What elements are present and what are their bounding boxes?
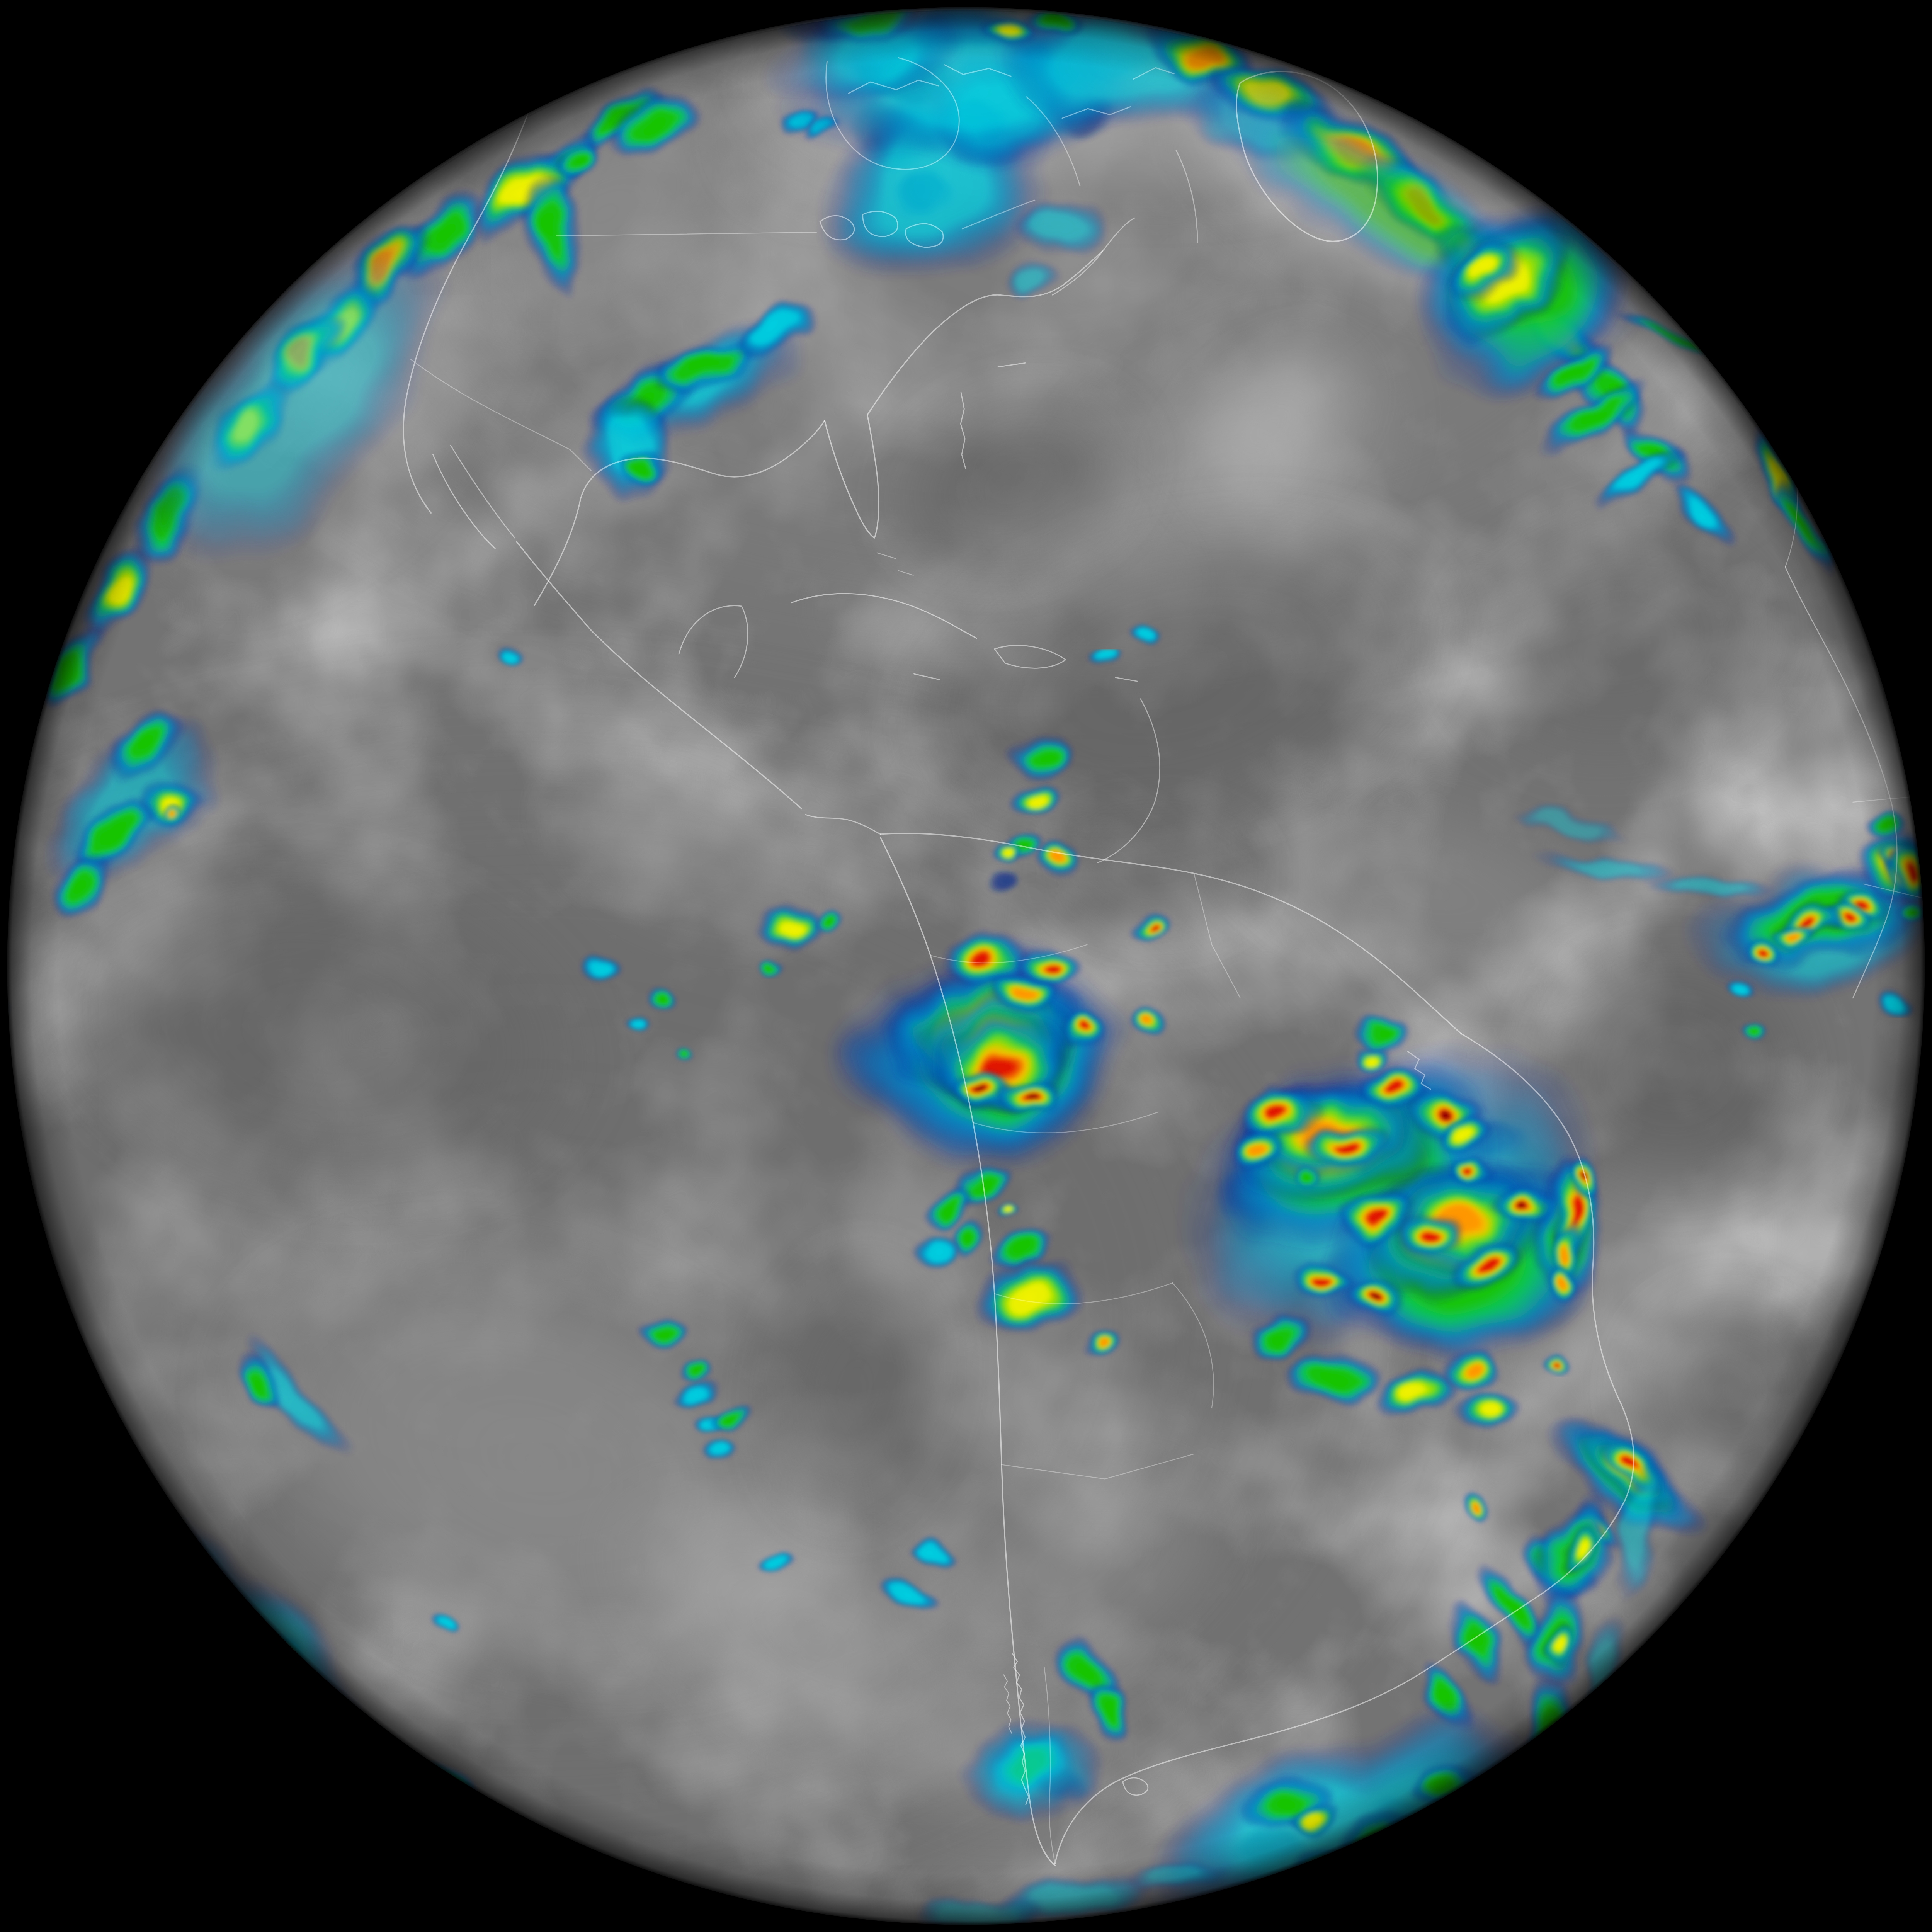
limb-vignette bbox=[0, 0, 1932, 1932]
goes-full-disk-svg bbox=[0, 0, 1932, 1932]
satellite-full-disk-image bbox=[0, 0, 1932, 1932]
